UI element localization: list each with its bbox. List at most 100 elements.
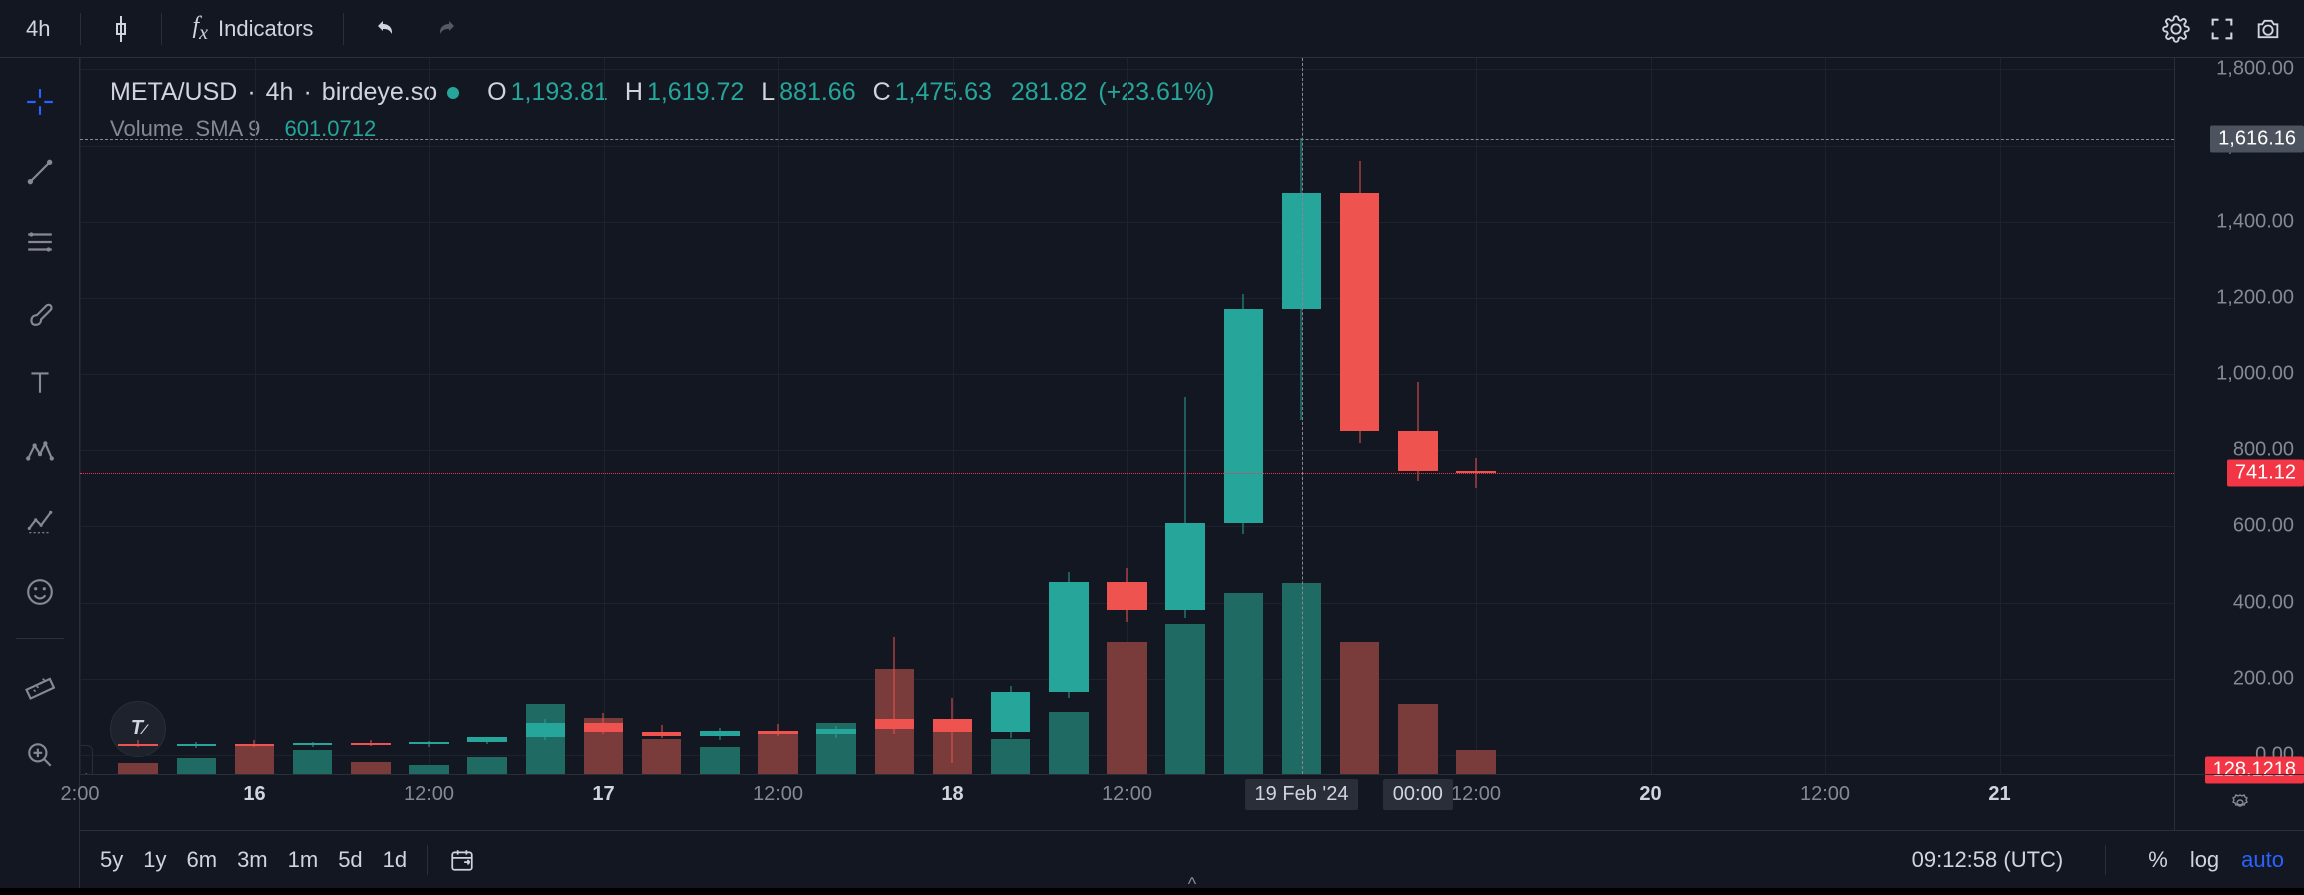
snapshot-button[interactable] (2254, 15, 2282, 43)
indicators-button[interactable]: fx Indicators (178, 9, 327, 49)
text-tool[interactable] (16, 358, 64, 406)
volume-bar (118, 763, 158, 774)
volume-bar (467, 757, 507, 774)
volume-bar (642, 739, 682, 774)
brush-tool[interactable] (16, 288, 64, 336)
volume-bar (293, 750, 333, 774)
axis-settings-button[interactable] (2174, 774, 2304, 830)
grid-v (778, 58, 779, 774)
last-price-line (80, 473, 2174, 474)
redo-button[interactable] (420, 9, 472, 49)
x-tick-label: 12:00 (753, 783, 803, 806)
grid-v (80, 58, 81, 774)
zoom-tool[interactable] (16, 731, 64, 779)
text-icon (25, 367, 55, 397)
range-6m[interactable]: 6m (187, 847, 218, 873)
x-tick-label: 2:00 (61, 783, 100, 806)
volume-bar (235, 746, 275, 774)
fullscreen-icon (2208, 15, 2236, 43)
expand-left-handle[interactable]: ‹ (80, 745, 93, 774)
volume-label: Volume (110, 116, 183, 141)
grid-v (255, 58, 256, 774)
fib-tool[interactable] (16, 218, 64, 266)
range-1m[interactable]: 1m (288, 847, 319, 873)
fullscreen-button[interactable] (2208, 15, 2236, 43)
y-tick-label: 1,800.00 (2216, 58, 2294, 81)
bottom-right-group: 09:12:58 (UTC) % log auto (1912, 845, 2284, 875)
crosshair-price-tag: 1,616.16 (2210, 126, 2304, 153)
volume-bar (177, 758, 217, 774)
y-tick-label: 1,000.00 (2216, 363, 2294, 386)
range-5y[interactable]: 5y (100, 847, 123, 873)
grid-v (604, 58, 605, 774)
toolbar-right-group (2162, 15, 2292, 43)
symbol-name[interactable]: META/USD (110, 78, 237, 107)
volume-bar (1107, 642, 1147, 774)
tradingview-logo[interactable]: T⁄ (110, 701, 166, 757)
settings-button[interactable] (2162, 15, 2190, 43)
legend-dot: · (303, 78, 311, 107)
prediction-tool[interactable] (16, 498, 64, 546)
volume-legend: Volume SMA 9 601.0712 (110, 116, 376, 142)
brush-icon (25, 297, 55, 327)
interval-button[interactable]: 4h (12, 9, 64, 49)
measure-tool[interactable] (16, 661, 64, 709)
y-tick-label: 200.00 (2233, 667, 2294, 690)
x-crosshair-tag: 00:00 (1383, 779, 1453, 810)
volume-bar (1224, 593, 1264, 774)
separator (343, 13, 344, 45)
range-1y[interactable]: 1y (143, 847, 166, 873)
crosshair-tool[interactable] (16, 78, 64, 126)
range-5d[interactable]: 5d (338, 847, 362, 873)
volume-bar (351, 762, 391, 774)
sma-value: 601.0712 (284, 116, 376, 141)
auto-scale-toggle[interactable]: auto (2241, 847, 2284, 873)
pattern-tool[interactable] (16, 428, 64, 476)
x-tick-label: 12:00 (1451, 783, 1501, 806)
emoji-tool[interactable] (16, 568, 64, 616)
x-crosshair-tag: 19 Feb '24 (1245, 779, 1359, 810)
goto-date-button[interactable] (448, 846, 476, 874)
close-value: 1,475.63 (895, 78, 992, 106)
price-pane[interactable]: META/USD · 4h · birdeye.so O1,193.81 H1,… (80, 58, 2174, 774)
separator (2105, 845, 2106, 875)
trendline-tool[interactable] (16, 148, 64, 196)
xabcd-icon (25, 437, 55, 467)
x-tick-label: 17 (592, 783, 614, 806)
crosshair-v (1302, 58, 1303, 774)
y-tick-label: 1,400.00 (2216, 210, 2294, 233)
undo-button[interactable] (360, 9, 412, 49)
crosshair-h (80, 139, 2174, 140)
x-tick-label: 12:00 (1800, 783, 1850, 806)
x-tick-label: 21 (1988, 783, 2010, 806)
time-axis[interactable]: 2:001612:001712:001812:0019 Feb '2412:00… (80, 774, 2174, 830)
grid-v (953, 58, 954, 774)
volume-bar (1165, 624, 1205, 774)
fx-icon: fx (192, 13, 208, 45)
market-status-dot (447, 87, 459, 99)
change-abs: 281.82 (1011, 78, 1087, 106)
price-axis[interactable]: 0.00200.00400.00600.00800.001,000.001,20… (2174, 58, 2304, 774)
range-1d[interactable]: 1d (383, 847, 407, 873)
log-toggle[interactable]: log (2190, 847, 2219, 873)
smiley-icon (25, 577, 55, 607)
top-toolbar: 4h fx Indicators (0, 0, 2304, 58)
chart-style-button[interactable] (97, 9, 145, 49)
percent-toggle[interactable]: % (2148, 847, 2168, 873)
camera-icon (2254, 15, 2282, 43)
gear-icon (2162, 15, 2190, 43)
drawing-toolbar (0, 58, 80, 888)
clock[interactable]: 09:12:58 (UTC) (1912, 847, 2064, 873)
y-tick-label: 400.00 (2233, 591, 2294, 614)
scroll-hint-arrow: ^ (1177, 874, 1207, 888)
x-tick-label: 20 (1639, 783, 1661, 806)
volume-bar (1398, 704, 1438, 774)
range-3m[interactable]: 3m (237, 847, 268, 873)
candlestick-icon (111, 16, 131, 42)
o-label: O (487, 78, 506, 106)
divider (16, 638, 64, 639)
zoom-in-icon (25, 740, 55, 770)
c-label: C (873, 78, 891, 106)
ohlc-group: O1,193.81 H1,619.72 L881.66 C1,475.63 28… (487, 78, 1214, 107)
undo-icon (374, 17, 398, 41)
